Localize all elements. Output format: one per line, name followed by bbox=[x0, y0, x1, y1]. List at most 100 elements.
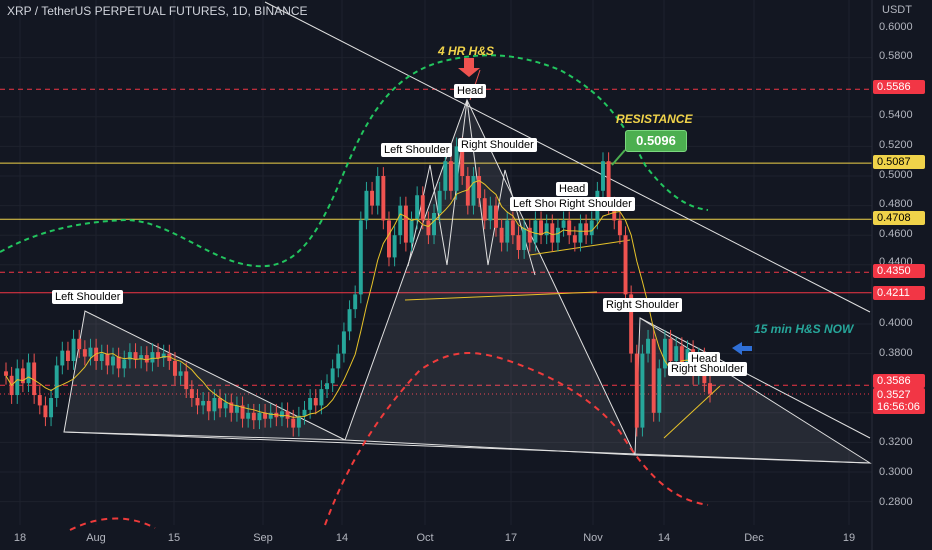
candle-body bbox=[111, 356, 115, 366]
candle-body bbox=[398, 205, 403, 236]
x-tick: Sep bbox=[253, 532, 273, 544]
candle bbox=[15, 359, 20, 404]
y-tick: 0.6000 bbox=[879, 21, 913, 33]
candle-body bbox=[679, 346, 684, 366]
candle-body bbox=[555, 227, 560, 243]
candle-body bbox=[263, 412, 268, 419]
candle bbox=[319, 380, 324, 415]
candle bbox=[54, 356, 59, 407]
candle bbox=[499, 218, 504, 252]
candle-body bbox=[308, 398, 313, 410]
y-tick: 0.4000 bbox=[879, 317, 913, 329]
band-curves bbox=[0, 54, 709, 531]
candle bbox=[651, 329, 656, 422]
hs-zigzag bbox=[407, 99, 536, 276]
candle bbox=[488, 196, 493, 230]
candle-body bbox=[392, 235, 397, 258]
candle-body bbox=[494, 205, 498, 228]
candle-body bbox=[127, 352, 132, 360]
candle-body bbox=[668, 338, 673, 361]
candle-body bbox=[234, 405, 239, 413]
candle bbox=[251, 403, 256, 430]
candle bbox=[139, 346, 144, 369]
candle bbox=[178, 362, 183, 385]
lower-band-curve-left bbox=[69, 517, 156, 531]
x-tick: Dec bbox=[744, 532, 764, 544]
candle bbox=[471, 167, 476, 215]
candle bbox=[161, 344, 166, 367]
neckline-yellow bbox=[404, 291, 598, 301]
candle bbox=[387, 211, 391, 267]
candle bbox=[482, 189, 487, 230]
candle bbox=[37, 386, 42, 415]
candle bbox=[111, 347, 115, 375]
candle-body bbox=[623, 235, 628, 295]
candle bbox=[510, 211, 515, 245]
x-tick: 14 bbox=[657, 532, 671, 544]
y-tick: 0.4600 bbox=[879, 228, 913, 240]
candle bbox=[127, 343, 132, 369]
candle bbox=[578, 214, 583, 252]
candle-body bbox=[505, 220, 510, 243]
candle-body bbox=[291, 418, 296, 428]
candle bbox=[505, 211, 510, 252]
candle bbox=[172, 352, 177, 385]
candle bbox=[398, 196, 403, 245]
candle bbox=[240, 396, 245, 428]
candle-body bbox=[26, 362, 31, 384]
candle bbox=[167, 344, 172, 370]
candle bbox=[347, 300, 352, 341]
candle bbox=[426, 211, 431, 245]
label-right-shoulder: Right Shoulder bbox=[668, 362, 747, 376]
resistance-value-box: 0.5096 bbox=[625, 130, 687, 152]
candle-body bbox=[387, 220, 391, 258]
candle-body bbox=[88, 347, 93, 357]
candle bbox=[353, 285, 358, 319]
candle bbox=[601, 152, 605, 200]
candle bbox=[133, 343, 138, 369]
candle bbox=[313, 389, 318, 415]
candle-body bbox=[533, 220, 538, 243]
candle-body bbox=[561, 220, 566, 228]
candle bbox=[60, 341, 65, 375]
candle bbox=[189, 380, 194, 407]
candle-body bbox=[178, 371, 183, 376]
y-tick: 0.4800 bbox=[879, 198, 913, 210]
candle bbox=[358, 211, 363, 304]
candle bbox=[116, 347, 121, 378]
candle bbox=[657, 359, 662, 422]
candle-body bbox=[516, 235, 521, 250]
candle-body bbox=[302, 409, 307, 416]
candle bbox=[640, 344, 645, 437]
candle-body bbox=[212, 398, 217, 412]
candle-body bbox=[471, 176, 476, 206]
candle-body bbox=[477, 176, 482, 199]
candle-body bbox=[708, 383, 712, 394]
candle-body bbox=[364, 190, 369, 221]
candle-body bbox=[409, 220, 414, 243]
candle-body bbox=[510, 220, 515, 236]
y-tick: 0.3000 bbox=[879, 466, 913, 478]
candle bbox=[409, 211, 414, 252]
candle-body bbox=[246, 412, 251, 419]
candle bbox=[522, 218, 527, 259]
label-right-shoulder: Right Shoulder bbox=[603, 298, 682, 312]
neckline-bottom bbox=[63, 431, 871, 464]
candle-body bbox=[606, 161, 611, 206]
x-tick: 19 bbox=[842, 532, 856, 544]
candle-body bbox=[54, 365, 59, 398]
candle bbox=[623, 226, 628, 304]
candle-body bbox=[657, 368, 662, 413]
candle bbox=[229, 393, 234, 422]
candle bbox=[370, 181, 375, 215]
level-tag-0.3586: 0.3586 bbox=[873, 374, 925, 388]
candle-body bbox=[437, 190, 442, 213]
current-price: 0.3527 bbox=[877, 389, 911, 401]
y-tick: 0.3800 bbox=[879, 347, 913, 359]
candle bbox=[105, 344, 110, 375]
candle bbox=[443, 152, 448, 200]
candle bbox=[325, 374, 329, 398]
candle-body bbox=[550, 223, 555, 243]
candle-body bbox=[567, 220, 572, 236]
